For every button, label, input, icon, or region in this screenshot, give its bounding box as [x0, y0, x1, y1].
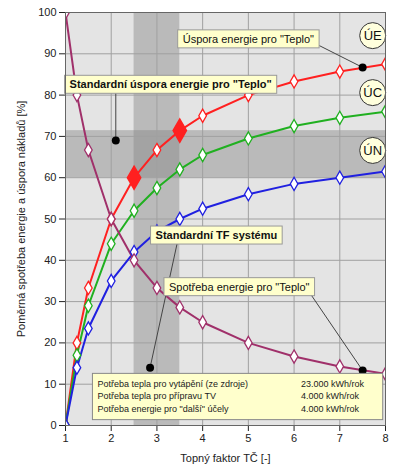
- svg-text:1: 1: [62, 432, 68, 444]
- svg-text:ÚN: ÚN: [363, 143, 382, 158]
- svg-text:Potřeba tepla pro přípravu TV: Potřeba tepla pro přípravu TV: [98, 391, 216, 401]
- svg-text:Potřeba tepla pro vytápění (ze: Potřeba tepla pro vytápění (ze zdroje): [98, 379, 249, 389]
- svg-text:100: 100: [38, 6, 56, 18]
- svg-text:40: 40: [44, 254, 56, 266]
- svg-text:Standardní TF systému: Standardní TF systému: [156, 229, 278, 241]
- svg-text:Úspora energie pro "Teplo": Úspora energie pro "Teplo": [183, 33, 314, 45]
- svg-text:3: 3: [154, 432, 160, 444]
- svg-text:Potřeba energie pro "další" úč: Potřeba energie pro "další" účely: [98, 404, 229, 414]
- svg-text:Topný faktor TČ [-]: Topný faktor TČ [-]: [180, 452, 270, 464]
- svg-text:6: 6: [291, 432, 297, 444]
- svg-text:Poměrná spotřeba energie a úsp: Poměrná spotřeba energie a úspora náklad…: [15, 101, 27, 338]
- svg-text:5: 5: [245, 432, 251, 444]
- svg-text:30: 30: [44, 295, 56, 307]
- svg-text:90: 90: [44, 47, 56, 59]
- svg-text:80: 80: [44, 89, 56, 101]
- svg-text:8: 8: [382, 432, 388, 444]
- svg-text:60: 60: [44, 171, 56, 183]
- svg-text:50: 50: [44, 213, 56, 225]
- svg-text:20: 20: [44, 336, 56, 348]
- svg-text:Standardní úspora energie pro: Standardní úspora energie pro "Teplo": [70, 78, 272, 90]
- svg-text:10: 10: [44, 378, 56, 390]
- svg-text:23.000 kWh/rok: 23.000 kWh/rok: [301, 379, 365, 389]
- svg-text:ÚE: ÚE: [364, 28, 382, 43]
- svg-text:0: 0: [50, 419, 56, 431]
- svg-text:7: 7: [337, 432, 343, 444]
- svg-text:4: 4: [200, 432, 206, 444]
- svg-text:4.000 kWh/rok: 4.000 kWh/rok: [301, 391, 360, 401]
- svg-text:Spotřeba energie pro "Teplo": Spotřeba energie pro "Teplo": [169, 281, 310, 293]
- svg-text:2: 2: [108, 432, 114, 444]
- svg-text:70: 70: [44, 130, 56, 142]
- svg-text:4.000 kWh/rok: 4.000 kWh/rok: [301, 404, 360, 414]
- svg-text:ÚC: ÚC: [363, 85, 382, 100]
